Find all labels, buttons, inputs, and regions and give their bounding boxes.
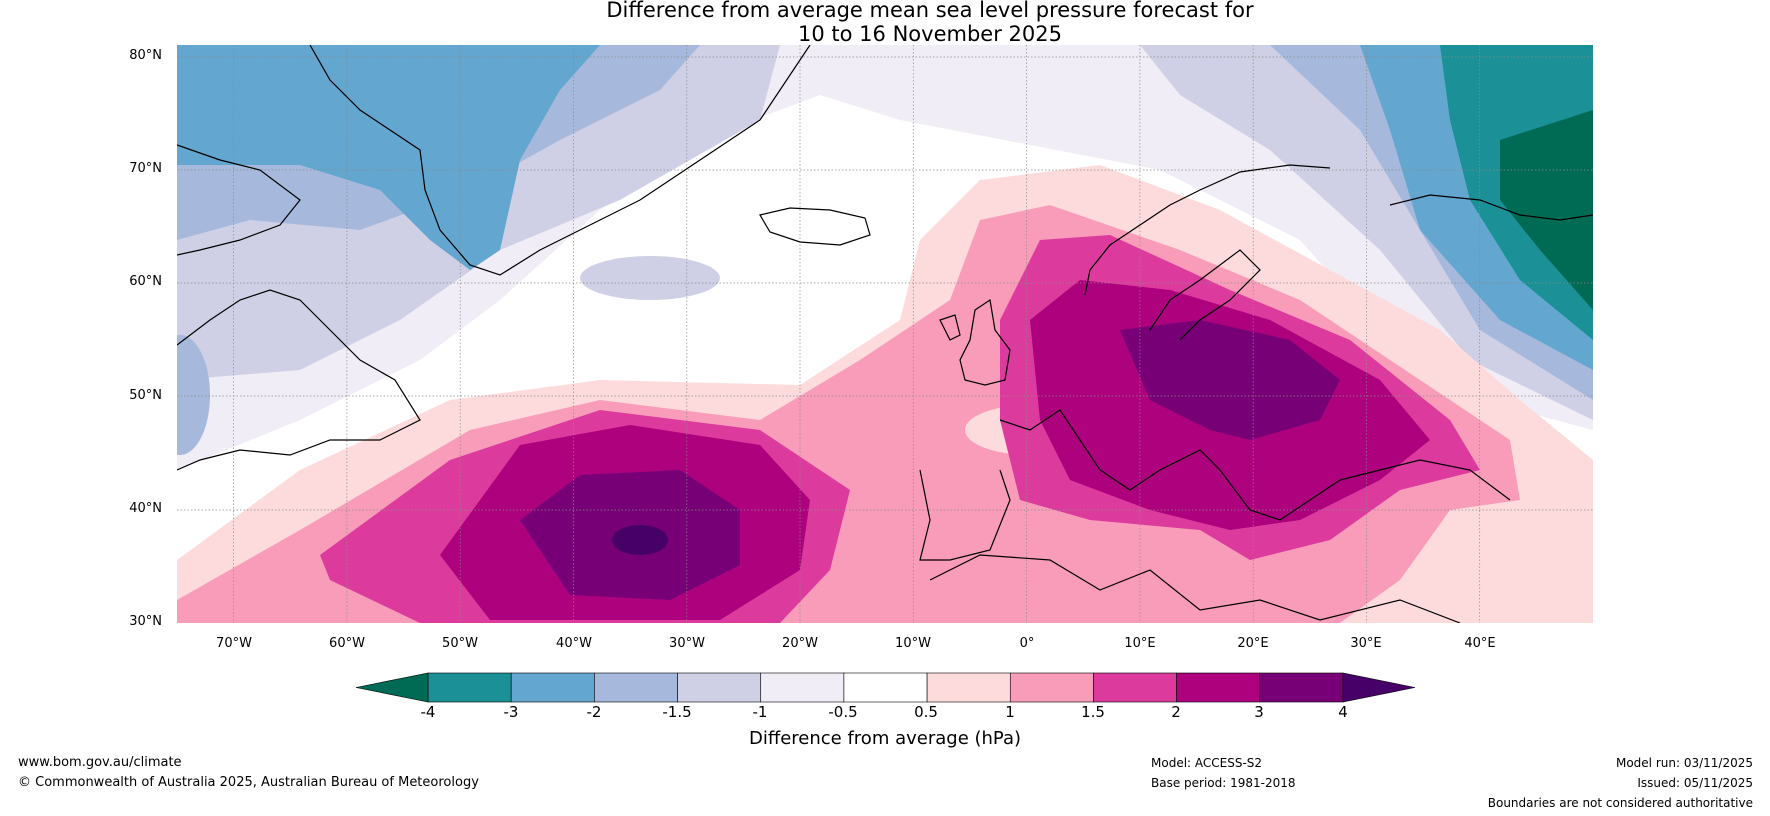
coast-norway xyxy=(1084,164,1331,296)
colorbar-tick: 1 xyxy=(1005,703,1015,721)
colorbar-segment xyxy=(594,672,678,703)
coastlines xyxy=(177,45,1593,623)
negative-blob-mid-atlantic xyxy=(580,256,720,300)
footer-disclaimer: Boundaries are not considered authoritat… xyxy=(1487,796,1753,810)
lon-label-20w: 20°W xyxy=(782,636,818,651)
lat-label-70: 70°N xyxy=(129,161,162,176)
lon-label-0: 0° xyxy=(1019,636,1035,651)
lon-label-10w: 10°W xyxy=(895,636,931,651)
colorbar-tick: -2 xyxy=(586,703,602,721)
lon-label-60w: 60°W xyxy=(329,636,365,651)
footer-model-run: Model run: 03/11/2025 xyxy=(1615,756,1753,770)
footer-model: Model: ACCESS-S2 xyxy=(1151,756,1263,770)
colorbar-tick: -0.5 xyxy=(828,703,858,721)
lon-label-30w: 30°W xyxy=(669,636,705,651)
negative-band-3 xyxy=(177,45,600,270)
colorbar-segment xyxy=(510,672,595,703)
lat-label-50: 50°N xyxy=(129,388,162,403)
footer-copyright: © Commonwealth of Australia 2025, Austra… xyxy=(18,775,479,790)
lon-label-40w: 40°W xyxy=(556,636,592,651)
coast-greenland xyxy=(309,45,811,276)
colorbar-tick: -3 xyxy=(503,703,519,721)
coast-british-isles xyxy=(939,298,1011,386)
colorbar-segment xyxy=(1259,672,1344,703)
coast-iceland xyxy=(759,207,871,246)
negative-blob-labrador xyxy=(177,335,210,455)
lat-label-60: 60°N xyxy=(129,274,162,289)
colorbar-segment xyxy=(1176,672,1261,703)
colorbar-segment xyxy=(427,672,512,703)
coast-iberia xyxy=(919,469,1011,561)
lat-label-40: 40°N xyxy=(129,501,162,516)
colorbar-title: Difference from average (hPa) xyxy=(748,728,1022,749)
colorbar-tick: -4 xyxy=(420,703,436,721)
colorbar-tick: -1 xyxy=(752,703,768,721)
colorbar-segment xyxy=(1009,672,1094,703)
lat-label-30: 30°N xyxy=(129,614,162,629)
footer-issued: Issued: 05/11/2025 xyxy=(1637,776,1753,790)
title-line-2: 10 to 16 November 2025 xyxy=(798,22,1062,46)
title-line-1: Difference from average mean sea level p… xyxy=(606,0,1254,22)
colorbar-tick: -1.5 xyxy=(662,703,692,721)
colorbar-tick: 4 xyxy=(1338,703,1348,721)
positive-band-3 xyxy=(520,320,1340,600)
colorbar-tick: 0.5 xyxy=(914,703,938,721)
footer-website[interactable]: www.bom.gov.au/climate xyxy=(18,755,182,770)
lat-label-80: 80°N xyxy=(129,48,162,63)
footer-base-period: Base period: 1981-2018 xyxy=(1151,776,1296,790)
coast-north-africa xyxy=(929,554,1461,623)
colorbar-tick: 1.5 xyxy=(1081,703,1105,721)
colorbar-extend-low xyxy=(355,672,429,703)
colorbar-segment xyxy=(843,672,928,703)
lon-label-40e: 40°E xyxy=(1464,636,1496,651)
colorbar xyxy=(355,672,1416,703)
lon-label-50w: 50°W xyxy=(442,636,478,651)
lon-label-10e: 10°E xyxy=(1124,636,1156,651)
coast-europe xyxy=(999,409,1511,521)
positive-band-above-4 xyxy=(612,525,668,555)
coast-labrador xyxy=(177,289,421,471)
map-title: Difference from average mean sea level p… xyxy=(0,0,1770,46)
coast-russia-arctic xyxy=(1389,194,1593,221)
lon-label-30e: 30°E xyxy=(1350,636,1382,651)
colorbar-segment xyxy=(677,672,762,703)
coast-baffin xyxy=(177,144,301,256)
colorbar-segment xyxy=(760,672,845,703)
colorbar-extend-high xyxy=(1342,672,1416,703)
anomaly-field xyxy=(177,45,1593,623)
graticule xyxy=(177,45,1593,623)
colorbar-tick: 3 xyxy=(1254,703,1264,721)
lon-label-20e: 20°E xyxy=(1237,636,1269,651)
coast-baltic xyxy=(1149,249,1261,341)
colorbar-tick: 2 xyxy=(1171,703,1181,721)
colorbar-segment xyxy=(1093,672,1177,703)
lon-label-70w: 70°W xyxy=(216,636,252,651)
colorbar-segment xyxy=(926,672,1011,703)
negative-band-below-4 xyxy=(1500,110,1593,310)
